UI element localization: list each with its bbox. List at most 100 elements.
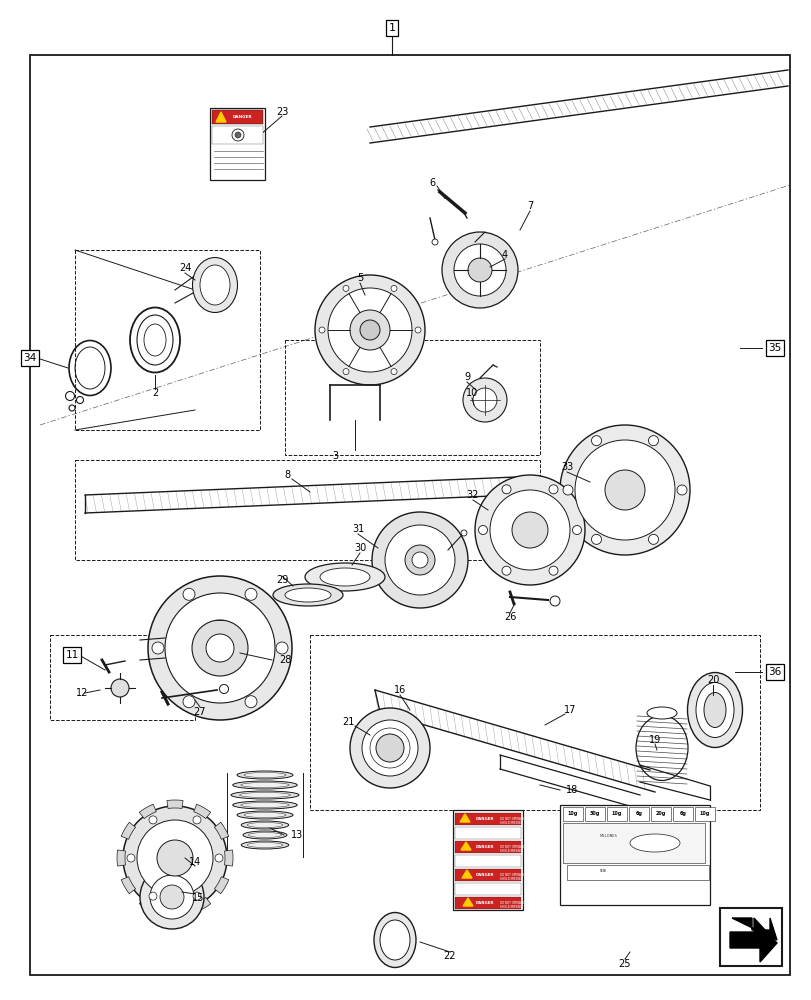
Circle shape bbox=[501, 566, 510, 575]
Polygon shape bbox=[461, 870, 471, 878]
Bar bbox=[454, 869, 521, 881]
Wedge shape bbox=[121, 877, 135, 894]
Circle shape bbox=[362, 720, 418, 776]
Circle shape bbox=[384, 525, 454, 595]
Ellipse shape bbox=[247, 842, 282, 848]
Ellipse shape bbox=[241, 782, 289, 788]
Polygon shape bbox=[216, 112, 225, 122]
Text: DANGER: DANGER bbox=[233, 115, 252, 119]
Circle shape bbox=[157, 840, 193, 876]
Circle shape bbox=[548, 485, 557, 494]
Ellipse shape bbox=[374, 912, 415, 968]
Circle shape bbox=[182, 588, 195, 600]
Text: SOE: SOE bbox=[599, 869, 607, 873]
Bar bbox=[566, 865, 708, 880]
Text: DANGER: DANGER bbox=[475, 873, 494, 877]
Text: DANGER: DANGER bbox=[475, 845, 494, 849]
Ellipse shape bbox=[241, 821, 289, 829]
Circle shape bbox=[560, 425, 689, 555]
Text: 10g: 10g bbox=[699, 812, 710, 816]
Text: SHIELD MISSING: SHIELD MISSING bbox=[500, 848, 521, 852]
Ellipse shape bbox=[230, 791, 298, 799]
Circle shape bbox=[648, 436, 658, 446]
Ellipse shape bbox=[243, 772, 285, 778]
Circle shape bbox=[375, 734, 404, 762]
Circle shape bbox=[411, 552, 427, 568]
Text: 6: 6 bbox=[428, 178, 435, 188]
Ellipse shape bbox=[239, 792, 290, 798]
Text: 36: 36 bbox=[767, 667, 781, 677]
Text: SHIELD MISSING: SHIELD MISSING bbox=[500, 876, 521, 880]
Text: 27: 27 bbox=[194, 707, 206, 717]
Text: DO NOT OPERATE: DO NOT OPERATE bbox=[500, 846, 524, 850]
Circle shape bbox=[405, 545, 435, 575]
Circle shape bbox=[193, 816, 201, 824]
Circle shape bbox=[489, 490, 569, 570]
Ellipse shape bbox=[380, 920, 410, 960]
Text: 31: 31 bbox=[351, 524, 363, 534]
Circle shape bbox=[590, 436, 601, 446]
Text: 9: 9 bbox=[463, 372, 470, 382]
Wedge shape bbox=[121, 822, 135, 839]
Circle shape bbox=[137, 820, 212, 896]
Text: 28: 28 bbox=[278, 655, 291, 665]
Circle shape bbox=[473, 388, 496, 412]
Ellipse shape bbox=[248, 832, 281, 838]
Wedge shape bbox=[194, 804, 210, 819]
Circle shape bbox=[206, 634, 234, 662]
Text: 21: 21 bbox=[341, 717, 354, 727]
Circle shape bbox=[453, 244, 505, 296]
Text: 10: 10 bbox=[466, 388, 478, 398]
Text: MILLONES: MILLONES bbox=[599, 834, 617, 838]
Ellipse shape bbox=[272, 584, 342, 606]
Bar bbox=[212, 110, 263, 124]
Text: 10g: 10g bbox=[611, 812, 621, 816]
Text: 3: 3 bbox=[332, 451, 337, 461]
Text: 24: 24 bbox=[178, 263, 191, 273]
Text: 13: 13 bbox=[290, 830, 303, 840]
Wedge shape bbox=[214, 822, 229, 839]
Ellipse shape bbox=[243, 812, 285, 818]
Polygon shape bbox=[462, 898, 473, 906]
Circle shape bbox=[562, 485, 573, 495]
Circle shape bbox=[122, 806, 227, 910]
Ellipse shape bbox=[646, 707, 676, 719]
Circle shape bbox=[461, 530, 466, 536]
Ellipse shape bbox=[237, 811, 293, 819]
Wedge shape bbox=[214, 877, 229, 894]
Bar bbox=[454, 813, 521, 825]
Bar bbox=[560, 805, 709, 905]
Ellipse shape bbox=[695, 682, 733, 738]
Ellipse shape bbox=[241, 802, 289, 808]
Circle shape bbox=[160, 885, 184, 909]
Wedge shape bbox=[139, 897, 156, 912]
Bar bbox=[584, 807, 604, 821]
Text: 23: 23 bbox=[276, 107, 288, 117]
Circle shape bbox=[676, 485, 686, 495]
Wedge shape bbox=[194, 897, 210, 912]
Circle shape bbox=[512, 512, 547, 548]
Polygon shape bbox=[729, 918, 776, 962]
Text: 30: 30 bbox=[354, 543, 366, 553]
Circle shape bbox=[193, 892, 201, 900]
Circle shape bbox=[478, 526, 487, 534]
Circle shape bbox=[219, 684, 228, 694]
Circle shape bbox=[245, 696, 257, 708]
Circle shape bbox=[441, 232, 517, 308]
Text: DO NOT OPERATE: DO NOT OPERATE bbox=[500, 874, 524, 878]
Text: 20g: 20g bbox=[655, 812, 665, 816]
Circle shape bbox=[319, 327, 324, 333]
Bar bbox=[454, 841, 521, 853]
Bar bbox=[672, 807, 692, 821]
Text: DANGER: DANGER bbox=[475, 817, 494, 821]
Circle shape bbox=[549, 596, 560, 606]
Ellipse shape bbox=[703, 692, 725, 728]
Text: 19: 19 bbox=[648, 735, 660, 745]
Ellipse shape bbox=[687, 672, 741, 748]
Circle shape bbox=[148, 892, 157, 900]
Text: 30g: 30g bbox=[589, 812, 599, 816]
Text: 32: 32 bbox=[466, 490, 478, 500]
Circle shape bbox=[371, 512, 467, 608]
Circle shape bbox=[234, 132, 241, 138]
Ellipse shape bbox=[233, 781, 297, 789]
